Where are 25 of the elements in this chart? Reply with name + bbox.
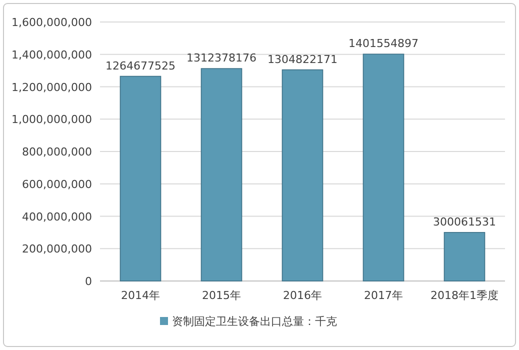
y-tick-label: 800,000,000 bbox=[22, 146, 92, 158]
y-tick-label: 600,000,000 bbox=[22, 178, 92, 191]
data-label: 1312378176 bbox=[186, 52, 256, 65]
bar bbox=[362, 54, 404, 282]
x-tick-label: 2017年 bbox=[364, 289, 403, 302]
y-tick-label: 200,000,000 bbox=[22, 242, 92, 256]
data-label: 1304822171 bbox=[268, 52, 338, 66]
x-tick-label: 2018年1季度 bbox=[430, 289, 498, 302]
y-tick-label: 1,600,000,000 bbox=[12, 16, 92, 29]
x-tick-label: 2014年 bbox=[121, 289, 160, 302]
y-tick-label: 0 bbox=[85, 275, 92, 288]
bar bbox=[444, 232, 486, 282]
y-tick-label: 1,000,000,000 bbox=[12, 113, 92, 126]
data-label: 1401554897 bbox=[348, 37, 418, 50]
y-tick-label: 1,400,000,000 bbox=[12, 48, 92, 62]
bar bbox=[200, 68, 242, 282]
bar bbox=[282, 69, 324, 282]
bar bbox=[120, 76, 162, 282]
y-tick-label: 1,200,000,000 bbox=[12, 80, 92, 94]
x-tick-label: 2016年 bbox=[283, 289, 322, 302]
data-label: 1264677525 bbox=[106, 59, 176, 72]
x-tick-label: 2015年 bbox=[202, 289, 241, 302]
data-label: 300061531 bbox=[433, 215, 496, 228]
y-tick-label: 400,000,000 bbox=[22, 210, 92, 224]
legend-label: 资制固定卫生设备出口总量：千克 bbox=[172, 315, 337, 328]
